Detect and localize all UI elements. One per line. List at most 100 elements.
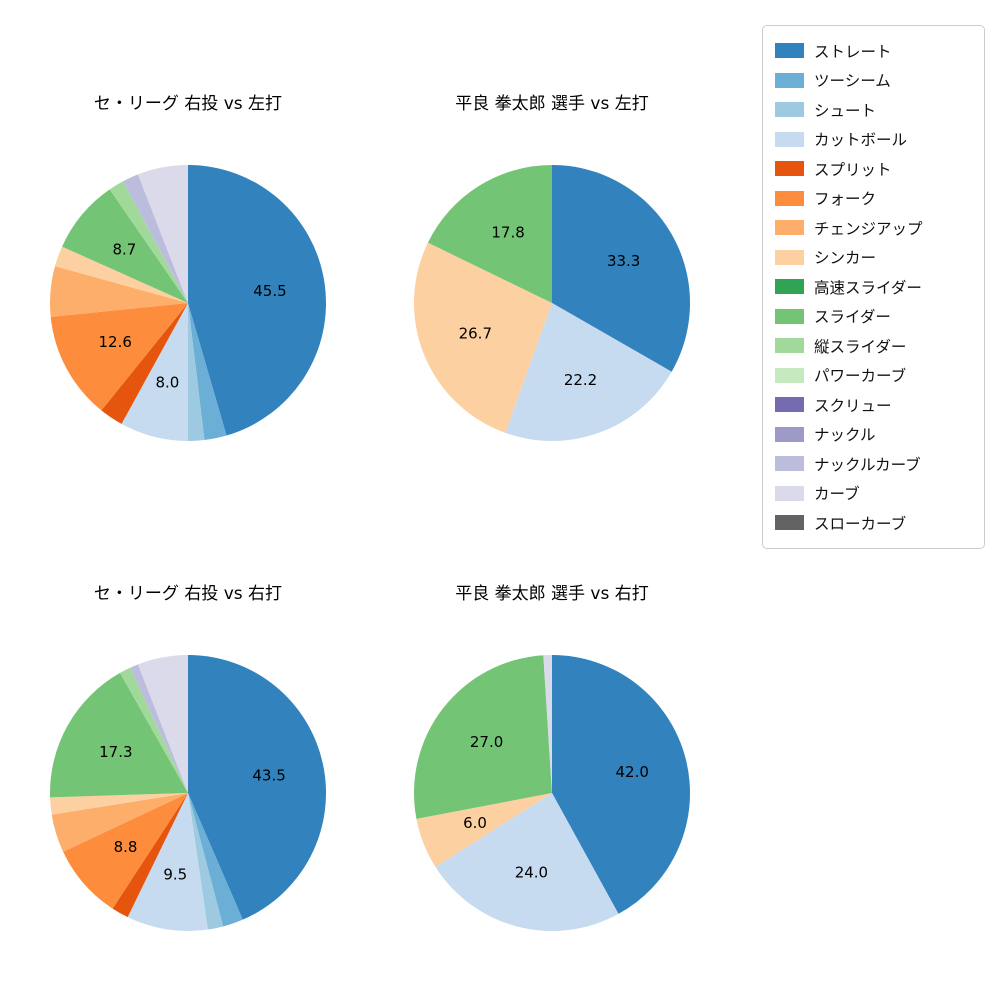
legend-item: 縦スライダー (771, 331, 976, 361)
legend-swatch (775, 397, 804, 413)
pie-slice-value: 8.8 (114, 838, 138, 856)
pie-slice (427, 165, 552, 303)
legend-swatch (775, 367, 804, 383)
pie-slice (63, 793, 188, 909)
legend-label: ストレート (814, 42, 892, 61)
pie-slice (55, 246, 189, 303)
legend-label: スプリット (814, 160, 892, 179)
legend-swatch (775, 338, 804, 354)
legend-swatch (775, 72, 804, 88)
legend-label: スライダー (814, 308, 891, 327)
pie-slice-value: 24.0 (515, 864, 548, 882)
legend-label: ナックル (814, 426, 876, 445)
pie-slice (50, 793, 188, 815)
legend-item: スローカーブ (771, 508, 976, 538)
chart-player-vs-right: 平良 拳太郎 選手 vs 右打 42.0 24.0 6.0 27.0 (382, 580, 722, 938)
pie-slice-value: 17.8 (491, 223, 524, 241)
legend-swatch (775, 456, 804, 472)
legend-item: フォーク (771, 184, 976, 214)
pie-slice-value: 26.7 (459, 325, 492, 343)
legend-item: カーブ (771, 479, 976, 509)
legend-label: 縦スライダー (814, 337, 907, 356)
pie-slice (552, 165, 691, 372)
legend-item: ツーシーム (771, 66, 976, 96)
legend-label: カーブ (814, 485, 860, 504)
pie-slice (543, 655, 552, 793)
chart-player-vs-left: 平良 拳太郎 選手 vs 左打 33.3 22.2 26.7 17.8 (382, 90, 722, 448)
legend-item: シンカー (771, 243, 976, 273)
pie-slice (123, 174, 188, 303)
pie-slice (188, 655, 327, 920)
pie-slice (50, 266, 188, 317)
legend-label: パワーカーブ (814, 367, 907, 386)
pie-slice (188, 793, 224, 930)
pie-slice (121, 303, 188, 441)
pie-slice (120, 667, 188, 793)
legend-swatch (775, 279, 804, 295)
legend-label: シュート (814, 101, 877, 120)
pie-slice (112, 793, 188, 918)
legend-label: シンカー (814, 249, 877, 268)
legend-item: ナックルカーブ (771, 449, 976, 479)
pie-slice (109, 181, 188, 303)
legend-item: ナックル (771, 420, 976, 450)
pie-slice (188, 793, 243, 927)
pie-chart-player-vs-right: 42.0 24.0 6.0 27.0 (413, 655, 690, 931)
pie-slice (138, 655, 188, 793)
pie-slice-value: 43.5 (252, 767, 285, 785)
pie-slice-value: 8.7 (112, 241, 136, 259)
chart-title: 平良 拳太郎 選手 vs 左打 (455, 94, 649, 114)
legend-swatch (775, 131, 804, 147)
pie-slice (138, 165, 188, 303)
legend-label: チェンジアップ (814, 219, 923, 238)
chart-title: 平良 拳太郎 選手 vs 右打 (455, 584, 649, 604)
legend-swatch (775, 102, 804, 118)
legend-item: シュート (771, 95, 976, 125)
legend-item: カットボール (771, 125, 976, 155)
pie-chart-league-vs-left: 45.5 8.0 12.6 8.7 (50, 165, 326, 441)
legend-swatch (775, 190, 804, 206)
legend-swatch (775, 308, 804, 324)
pie-slice-value: 27.0 (470, 733, 503, 751)
pie-slice (435, 793, 619, 931)
legend-label: ツーシーム (814, 72, 891, 91)
legend-swatch (775, 249, 804, 265)
legend-label: スローカーブ (814, 514, 907, 533)
pie-slice (50, 303, 189, 411)
chart-league-vs-right: セ・リーグ 右投 vs 右打 43.5 9.5 8.8 17.3 (18, 580, 358, 938)
pie-slice (505, 303, 672, 442)
pie-slice (413, 655, 552, 819)
pie-slice (552, 655, 690, 914)
pie-slice (51, 793, 189, 852)
pie-slice (101, 303, 188, 424)
pie-slice (50, 672, 189, 798)
chart-league-vs-left: セ・リーグ 右投 vs 左打 45.5 8.0 12.6 8.7 (18, 90, 358, 448)
pie-slice (188, 303, 227, 441)
legend-swatch (775, 426, 804, 442)
legend-label: ナックルカーブ (814, 455, 921, 474)
legend-label: フォーク (814, 190, 877, 209)
legend-items: ストレートツーシームシュートカットボール スプリットフォークチェンジアップ シンカー… (771, 36, 976, 538)
legend-item: スプリット (771, 154, 976, 184)
pie-slice (188, 303, 205, 441)
legend-swatch (775, 515, 804, 531)
pie-chart-league-vs-right: 43.5 9.5 8.8 17.3 (50, 655, 327, 931)
pie-slice-value: 9.5 (163, 865, 187, 883)
legend-item: チェンジアップ (771, 213, 976, 243)
pie-slice-value: 33.3 (607, 252, 640, 270)
legend-swatch (775, 161, 804, 177)
pie-slice-value: 8.0 (155, 374, 179, 392)
legend-label: カットボール (814, 131, 908, 150)
legend-item: ストレート (771, 36, 976, 66)
pie-slice (127, 793, 208, 931)
legend-swatch (775, 220, 804, 236)
pie-slice-value: 22.2 (564, 371, 597, 389)
legend-label: 高速スライダー (814, 278, 922, 297)
pie-slice (413, 242, 552, 433)
pie-slice (416, 793, 552, 867)
pie-slice-value: 12.6 (98, 333, 131, 351)
chart-title: セ・リーグ 右投 vs 右打 (93, 584, 283, 604)
chart-title: セ・リーグ 右投 vs 左打 (93, 94, 283, 114)
pie-slice-value: 45.5 (253, 282, 286, 300)
